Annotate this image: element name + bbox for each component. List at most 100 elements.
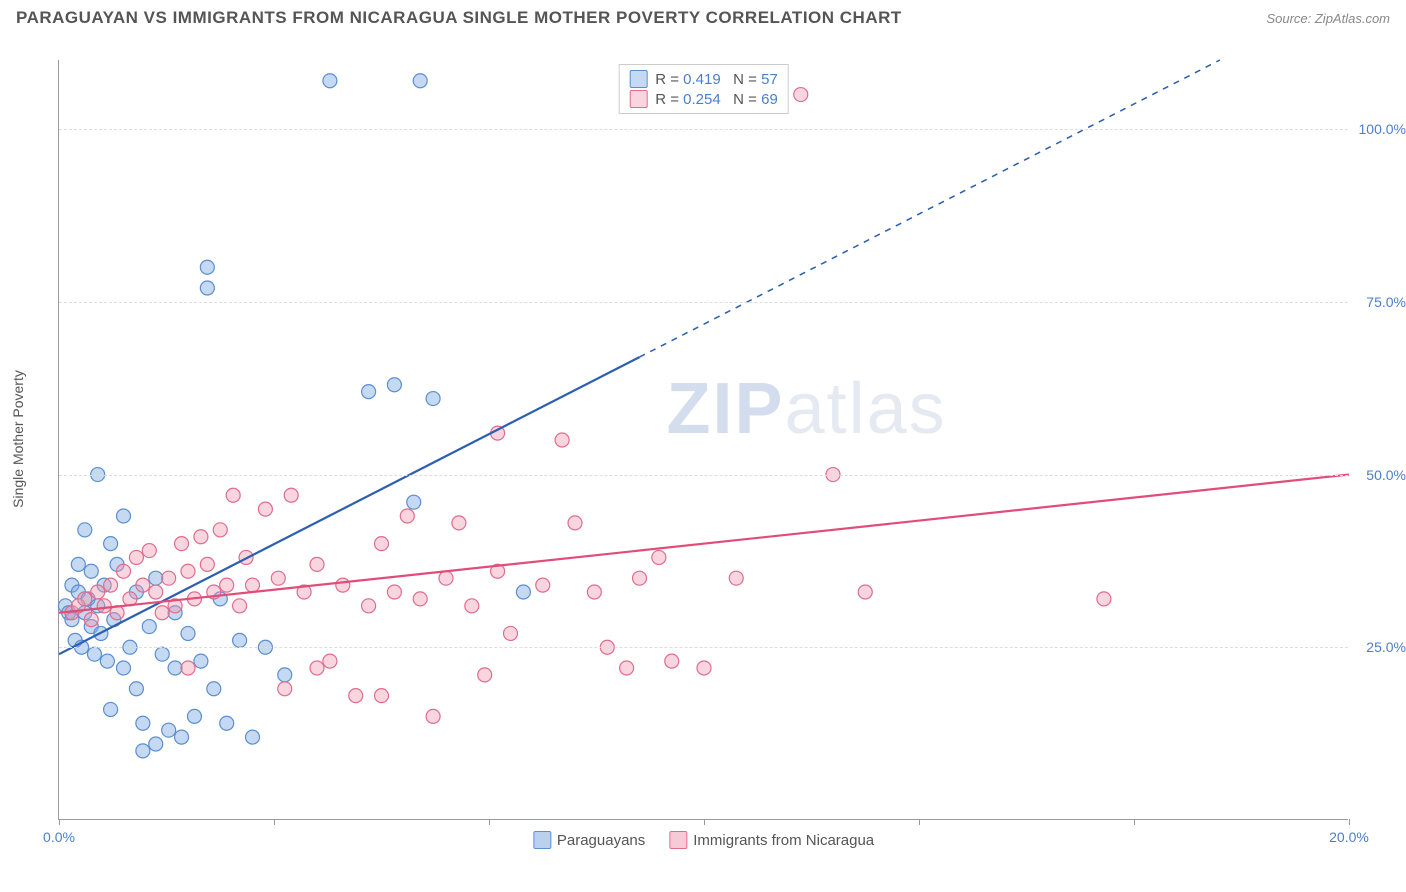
data-point (413, 74, 427, 88)
gridline (59, 129, 1348, 130)
data-point (104, 537, 118, 551)
data-point (97, 599, 111, 613)
trendline (59, 357, 640, 654)
x-tick (1349, 819, 1350, 825)
data-point (142, 544, 156, 558)
data-point (142, 620, 156, 634)
data-point (129, 550, 143, 564)
data-point (516, 585, 530, 599)
chart-source: Source: ZipAtlas.com (1266, 11, 1390, 26)
data-point (620, 661, 634, 675)
data-point (387, 585, 401, 599)
legend-label: Paraguayans (557, 832, 645, 849)
data-point (246, 578, 260, 592)
y-tick-label: 25.0% (1366, 639, 1406, 655)
data-point (129, 682, 143, 696)
data-point (568, 516, 582, 530)
data-point (155, 647, 169, 661)
data-point (175, 730, 189, 744)
data-point (149, 737, 163, 751)
data-point (136, 716, 150, 730)
data-point (375, 689, 389, 703)
data-point (162, 571, 176, 585)
data-point (233, 599, 247, 613)
legend-swatch (629, 90, 647, 108)
gridline (59, 475, 1348, 476)
data-point (336, 578, 350, 592)
data-point (400, 509, 414, 523)
data-point (91, 585, 105, 599)
plot-svg (59, 60, 1348, 819)
data-point (729, 571, 743, 585)
data-point (452, 516, 466, 530)
x-tick (59, 819, 60, 825)
legend-item: Paraguayans (533, 831, 645, 849)
data-point (213, 523, 227, 537)
data-point (84, 613, 98, 627)
y-tick-label: 50.0% (1366, 467, 1406, 483)
data-point (117, 509, 131, 523)
data-point (323, 74, 337, 88)
data-point (246, 730, 260, 744)
data-point (413, 592, 427, 606)
data-point (78, 592, 92, 606)
data-point (194, 530, 208, 544)
legend-swatch (669, 831, 687, 849)
data-point (407, 495, 421, 509)
data-point (168, 661, 182, 675)
data-point (349, 689, 363, 703)
data-point (117, 661, 131, 675)
legend-swatch (533, 831, 551, 849)
data-point (117, 564, 131, 578)
data-point (278, 668, 292, 682)
data-point (220, 578, 234, 592)
chart-container: Single Mother Poverty ZIPatlas R = 0.419… (48, 40, 1388, 838)
x-tick (1134, 819, 1135, 825)
data-point (258, 502, 272, 516)
data-point (323, 654, 337, 668)
chart-header: PARAGUAYAN VS IMMIGRANTS FROM NICARAGUA … (0, 0, 1406, 32)
y-tick-label: 75.0% (1366, 294, 1406, 310)
data-point (149, 585, 163, 599)
data-point (465, 599, 479, 613)
legend-swatch (629, 70, 647, 88)
data-point (387, 378, 401, 392)
data-point (233, 633, 247, 647)
data-point (555, 433, 569, 447)
data-point (587, 585, 601, 599)
data-point (207, 682, 221, 696)
data-point (175, 537, 189, 551)
trendline (59, 475, 1349, 613)
data-point (155, 606, 169, 620)
data-point (71, 557, 85, 571)
data-point (200, 260, 214, 274)
gridline (59, 302, 1348, 303)
x-tick (919, 819, 920, 825)
data-point (149, 571, 163, 585)
data-point (794, 88, 808, 102)
data-point (310, 557, 324, 571)
legend-row: R = 0.419 N = 57 (629, 69, 778, 89)
data-point (87, 647, 101, 661)
data-point (665, 654, 679, 668)
data-point (504, 626, 518, 640)
data-point (136, 744, 150, 758)
data-point (104, 578, 118, 592)
plot-area: ZIPatlas R = 0.419 N = 57R = 0.254 N = 6… (58, 60, 1348, 820)
data-point (84, 564, 98, 578)
data-point (200, 557, 214, 571)
data-point (100, 654, 114, 668)
legend-text: R = 0.254 N = 69 (655, 91, 778, 108)
legend-row: R = 0.254 N = 69 (629, 89, 778, 109)
data-point (375, 537, 389, 551)
data-point (226, 488, 240, 502)
data-point (858, 585, 872, 599)
y-axis-label: Single Mother Poverty (10, 370, 26, 508)
data-point (439, 571, 453, 585)
data-point (200, 281, 214, 295)
data-point (478, 668, 492, 682)
data-point (652, 550, 666, 564)
data-point (697, 661, 711, 675)
data-point (194, 654, 208, 668)
x-tick-label: 20.0% (1329, 829, 1369, 845)
